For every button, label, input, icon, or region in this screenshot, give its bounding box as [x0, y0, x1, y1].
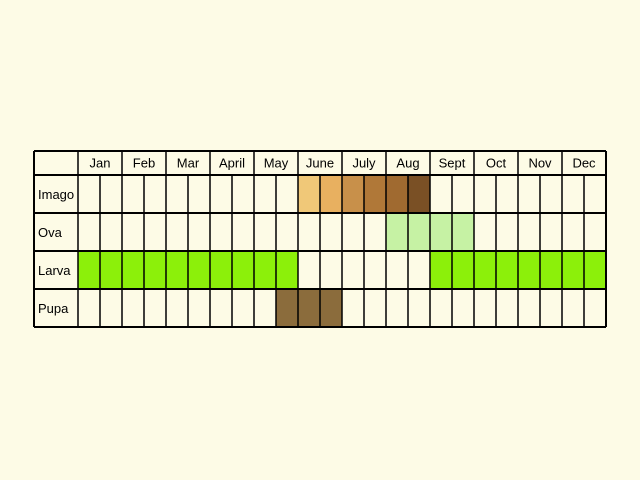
cell-imago-14 — [386, 175, 409, 213]
cell-larva-9 — [276, 251, 299, 289]
cell-larva-16 — [430, 251, 453, 289]
month-label-may: May — [264, 156, 289, 171]
month-label-july: July — [352, 156, 376, 171]
cell-larva-23 — [584, 251, 607, 289]
month-label-dec: Dec — [572, 156, 596, 171]
cell-larva-20 — [518, 251, 541, 289]
month-label-nov: Nov — [528, 156, 552, 171]
cell-imago-11 — [320, 175, 343, 213]
cell-ova-15 — [408, 213, 431, 251]
cell-ova-16 — [430, 213, 453, 251]
cell-larva-0 — [78, 251, 101, 289]
month-label-aug: Aug — [396, 156, 419, 171]
cell-pupa-9 — [276, 289, 299, 327]
cell-larva-5 — [188, 251, 211, 289]
month-label-sept: Sept — [439, 156, 466, 171]
cell-larva-17 — [452, 251, 475, 289]
cell-larva-21 — [540, 251, 563, 289]
cell-imago-15 — [408, 175, 431, 213]
cell-larva-22 — [562, 251, 585, 289]
cell-ova-14 — [386, 213, 409, 251]
cell-larva-2 — [122, 251, 145, 289]
stage-label-imago: Imago — [38, 187, 74, 202]
cell-larva-19 — [496, 251, 519, 289]
cell-larva-3 — [144, 251, 167, 289]
month-label-jan: Jan — [90, 156, 111, 171]
cell-pupa-11 — [320, 289, 343, 327]
cell-imago-13 — [364, 175, 387, 213]
cell-larva-6 — [210, 251, 233, 289]
cell-imago-10 — [298, 175, 321, 213]
month-label-june: June — [306, 156, 334, 171]
cell-pupa-10 — [298, 289, 321, 327]
month-label-feb: Feb — [133, 156, 155, 171]
stage-label-ova: Ova — [38, 225, 63, 240]
cell-ova-17 — [452, 213, 475, 251]
stage-label-larva: Larva — [38, 263, 71, 278]
cell-larva-7 — [232, 251, 255, 289]
month-label-april: April — [219, 156, 245, 171]
cell-larva-1 — [100, 251, 123, 289]
cell-imago-12 — [342, 175, 365, 213]
month-label-mar: Mar — [177, 156, 200, 171]
month-label-oct: Oct — [486, 156, 507, 171]
cell-larva-18 — [474, 251, 497, 289]
cell-larva-4 — [166, 251, 189, 289]
stage-label-pupa: Pupa — [38, 301, 69, 316]
cell-larva-8 — [254, 251, 277, 289]
